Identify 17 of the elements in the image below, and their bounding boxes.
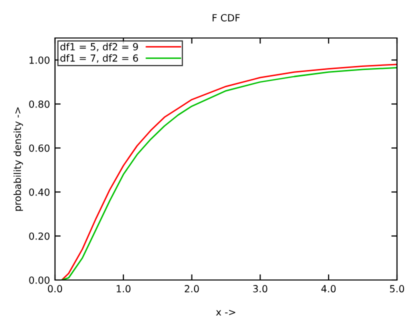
x-tick-label: 3.0 xyxy=(253,285,268,292)
chart-title: F CDF xyxy=(212,14,240,22)
y-tick-label: 1.00 xyxy=(30,56,50,64)
x-tick-label: 1.0 xyxy=(116,285,130,292)
legend-label: df1 = 5, df2 = 9 xyxy=(60,42,138,52)
y-tick-label: 0.40 xyxy=(29,188,50,196)
y-axis-title: probability density -> xyxy=(14,107,23,211)
x-tick-label: 5.0 xyxy=(390,285,404,292)
y-tick-label: 0.80 xyxy=(29,100,50,108)
x-tick-label: 4.0 xyxy=(321,285,336,292)
y-tick-label: 0.20 xyxy=(29,232,50,240)
y-tick-label: 0.00 xyxy=(29,276,50,284)
x-tick-label: 0.0 xyxy=(48,285,62,292)
x-axis-title: x -> xyxy=(216,310,236,316)
x-tick-label: 2.0 xyxy=(184,285,199,292)
legend-label: df1 = 7, df2 = 6 xyxy=(60,54,138,63)
y-tick-label: 0.60 xyxy=(29,144,50,152)
